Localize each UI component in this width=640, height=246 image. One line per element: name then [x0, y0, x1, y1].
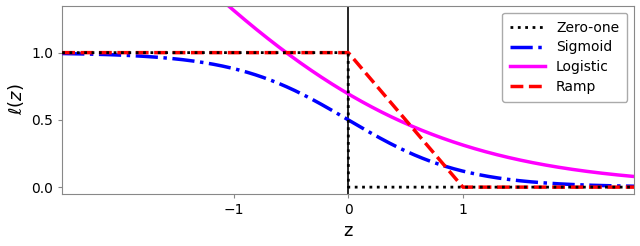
Line: Sigmoid: Sigmoid — [62, 54, 634, 186]
Sigmoid — [303, 95, 310, 98]
Ramp — [58, 51, 66, 54]
Line: Zero-one: Zero-one — [62, 53, 634, 187]
Sigmoid — [58, 52, 66, 55]
Zero-one — [620, 186, 627, 189]
Zero-one — [58, 51, 66, 54]
Zero-one — [124, 51, 131, 54]
Sigmoid — [124, 54, 131, 57]
Zero-one — [278, 51, 285, 54]
X-axis label: z: z — [344, 222, 353, 240]
Ramp — [157, 51, 165, 54]
Ramp — [558, 186, 566, 189]
Ramp — [620, 186, 627, 189]
Zero-one — [558, 186, 566, 189]
Sigmoid — [557, 183, 565, 185]
Sigmoid — [157, 56, 165, 59]
Logistic — [557, 166, 565, 169]
Logistic — [630, 175, 638, 178]
Sigmoid — [278, 83, 285, 86]
Line: Ramp: Ramp — [62, 53, 634, 187]
Logistic — [278, 48, 285, 51]
Ramp — [278, 51, 285, 54]
Ramp — [630, 186, 638, 189]
Zero-one — [303, 51, 310, 54]
Ramp — [303, 51, 310, 54]
Sigmoid — [620, 184, 627, 187]
Zero-one — [157, 51, 165, 54]
Ramp — [124, 51, 131, 54]
Ramp — [459, 186, 467, 189]
Sigmoid — [630, 185, 638, 188]
Line: Logistic: Logistic — [62, 0, 634, 177]
Zero-one — [344, 186, 352, 189]
Legend: Zero-one, Sigmoid, Logistic, Ramp: Zero-one, Sigmoid, Logistic, Ramp — [502, 13, 627, 102]
Logistic — [303, 66, 310, 69]
Y-axis label: $\ell(z)$: $\ell(z)$ — [6, 84, 26, 115]
Zero-one — [630, 186, 638, 189]
Logistic — [620, 174, 627, 177]
